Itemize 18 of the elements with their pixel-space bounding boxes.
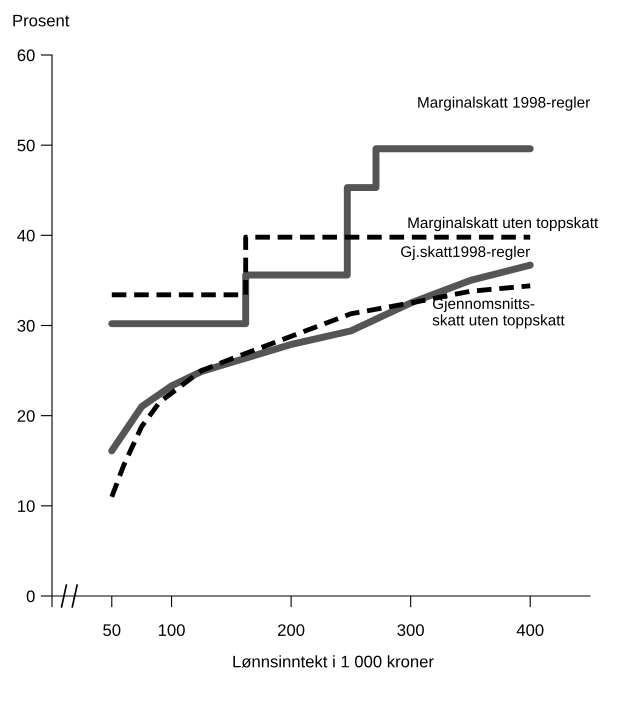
series-label: Marginalskatt uten toppskatt (408, 216, 598, 232)
y-tick-label: 60 (18, 49, 35, 62)
x-tick-label: 50 (103, 624, 120, 636)
x-axis-title: Lønnsinntekt i 1 000 kroner (233, 655, 434, 668)
y-tick-label: 10 (18, 500, 35, 512)
y-tick-label: 40 (17, 230, 35, 242)
x-tick-label: 100 (158, 624, 185, 636)
y-axis-title: Prosent (13, 14, 70, 26)
series-label: Gj.skatt1998-regler (401, 246, 530, 260)
y-tick-label: 30 (17, 320, 35, 332)
x-tick-label: 300 (397, 624, 424, 636)
y-tick-label: 50 (17, 140, 35, 152)
text: Marginalskatt 1998-regler (418, 96, 590, 111)
x-tick-label: 400 (516, 624, 544, 636)
y-tick-label: 20 (18, 410, 35, 422)
x-tick-label: 200 (278, 624, 304, 636)
series-label: Gjennomsnitts- skatt uten toppskatt (432, 298, 565, 329)
y-tick-label: 0 (26, 590, 35, 602)
